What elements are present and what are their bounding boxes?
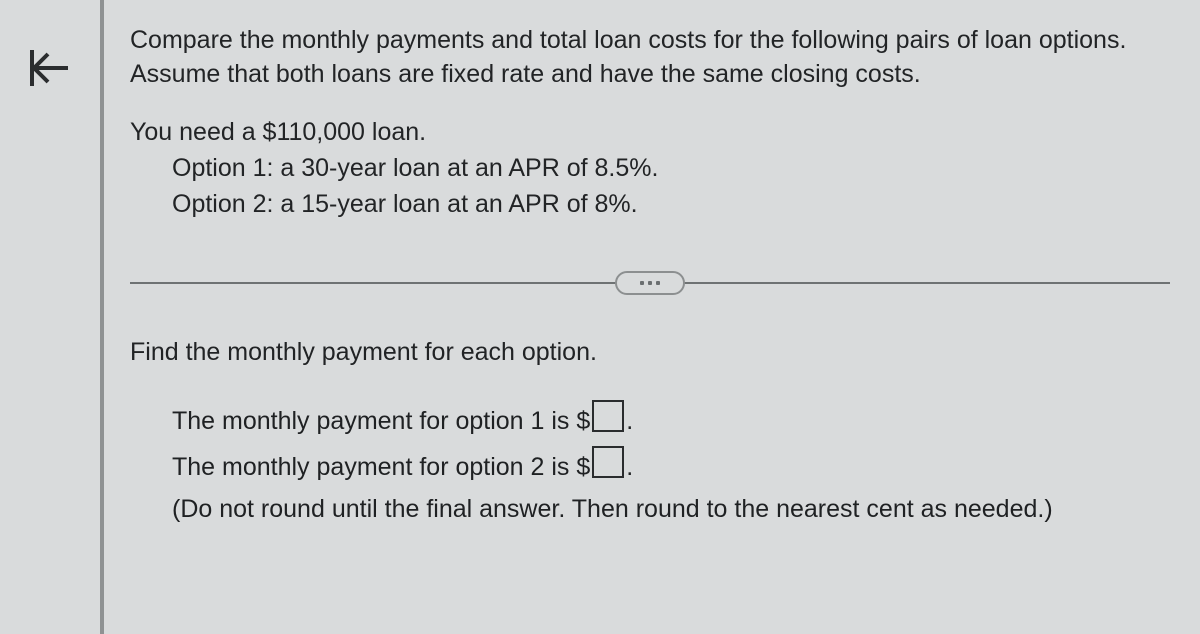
question-content: Compare the monthly payments and total l…: [104, 0, 1200, 634]
loan-info: You need a $110,000 loan. Option 1: a 30…: [130, 114, 1170, 223]
answer-line-2: The monthly payment for option 2 is $ .: [172, 443, 1170, 489]
question-heading: Find the monthly payment for each option…: [130, 338, 1170, 367]
answer1-input[interactable]: [592, 400, 624, 432]
loan-option-2: Option 2: a 15-year loan at an APR of 8%…: [172, 186, 1170, 222]
back-arrow-icon[interactable]: [22, 40, 78, 96]
answer2-input[interactable]: [592, 446, 624, 478]
sidebar: [0, 0, 104, 634]
ellipsis-icon: [640, 281, 660, 285]
answer-line-1: The monthly payment for option 1 is $ .: [172, 397, 1170, 443]
loan-option-1: Option 1: a 30-year loan at an APR of 8.…: [172, 150, 1170, 186]
answer2-suffix: .: [626, 446, 633, 489]
answer1-suffix: .: [626, 400, 633, 443]
answer1-prefix: The monthly payment for option 1 is $: [172, 400, 590, 443]
rounding-note: (Do not round until the final answer. Th…: [172, 488, 1170, 531]
loan-options: Option 1: a 30-year loan at an APR of 8.…: [130, 150, 1170, 223]
loan-need-line: You need a $110,000 loan.: [130, 114, 1170, 150]
answer-block: The monthly payment for option 1 is $ . …: [130, 397, 1170, 531]
intro-text: Compare the monthly payments and total l…: [130, 24, 1170, 92]
expand-pill[interactable]: [615, 271, 685, 295]
section-divider: [130, 282, 1170, 284]
answer2-prefix: The monthly payment for option 2 is $: [172, 446, 590, 489]
